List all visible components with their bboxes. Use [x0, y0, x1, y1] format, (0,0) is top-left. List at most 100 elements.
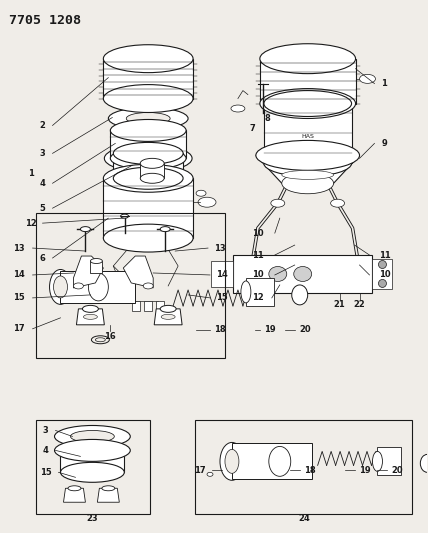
Text: 14: 14 — [13, 270, 24, 279]
Bar — [60, 271, 135, 303]
Ellipse shape — [110, 119, 186, 141]
Ellipse shape — [50, 270, 71, 304]
Text: 10: 10 — [379, 270, 390, 279]
Ellipse shape — [269, 447, 291, 477]
Text: 17: 17 — [13, 324, 24, 333]
Ellipse shape — [207, 472, 213, 477]
Ellipse shape — [420, 455, 428, 472]
Ellipse shape — [83, 305, 98, 312]
Text: 4: 4 — [40, 179, 45, 188]
Ellipse shape — [110, 148, 186, 169]
Ellipse shape — [360, 75, 375, 83]
Text: 18: 18 — [214, 325, 226, 334]
Ellipse shape — [271, 199, 285, 207]
Ellipse shape — [161, 314, 175, 319]
Ellipse shape — [108, 108, 188, 130]
Ellipse shape — [89, 273, 108, 301]
Polygon shape — [74, 256, 103, 288]
Text: 17: 17 — [194, 466, 206, 475]
Bar — [195, 419, 412, 514]
Text: 20: 20 — [299, 325, 311, 334]
Bar — [36, 213, 225, 358]
Ellipse shape — [282, 173, 333, 193]
Text: 5: 5 — [40, 204, 45, 213]
Polygon shape — [113, 154, 183, 178]
Polygon shape — [256, 155, 360, 183]
Text: 13: 13 — [214, 244, 226, 253]
Bar — [36, 419, 150, 514]
Ellipse shape — [282, 171, 333, 180]
Bar — [156, 301, 164, 311]
Text: 12: 12 — [252, 293, 264, 302]
Ellipse shape — [113, 167, 183, 189]
Text: 8: 8 — [265, 114, 270, 123]
Ellipse shape — [198, 197, 216, 207]
Ellipse shape — [231, 105, 245, 112]
Bar — [372, 259, 392, 289]
Text: 15: 15 — [216, 293, 228, 302]
Ellipse shape — [160, 305, 176, 312]
Bar — [232, 443, 312, 479]
Text: 16: 16 — [104, 332, 116, 341]
Polygon shape — [77, 309, 104, 325]
Text: 3: 3 — [40, 149, 45, 158]
Text: 11: 11 — [379, 251, 390, 260]
Ellipse shape — [241, 281, 251, 303]
Ellipse shape — [292, 285, 308, 305]
Text: 1: 1 — [381, 79, 387, 88]
Ellipse shape — [140, 173, 164, 183]
Ellipse shape — [54, 276, 68, 298]
Text: 24: 24 — [299, 514, 311, 523]
Ellipse shape — [71, 431, 114, 442]
Bar — [246, 278, 274, 306]
Bar — [132, 301, 140, 311]
Text: 13: 13 — [13, 244, 24, 253]
Polygon shape — [260, 59, 356, 103]
Text: 19: 19 — [359, 466, 370, 475]
Text: 23: 23 — [86, 514, 98, 523]
Text: 7705 1208: 7705 1208 — [9, 14, 80, 27]
Ellipse shape — [140, 158, 164, 168]
Text: 18: 18 — [304, 466, 315, 475]
Text: 1: 1 — [28, 169, 33, 178]
Text: 10: 10 — [252, 229, 264, 238]
Ellipse shape — [83, 314, 98, 319]
Bar — [377, 447, 401, 475]
Bar — [144, 301, 152, 311]
Ellipse shape — [378, 261, 386, 269]
Ellipse shape — [225, 449, 239, 473]
Polygon shape — [154, 309, 182, 325]
Ellipse shape — [60, 440, 124, 461]
Ellipse shape — [74, 283, 83, 289]
Polygon shape — [63, 488, 86, 502]
Polygon shape — [140, 163, 164, 178]
Text: 21: 21 — [334, 301, 345, 309]
Polygon shape — [123, 256, 153, 288]
Ellipse shape — [103, 164, 193, 192]
Ellipse shape — [264, 91, 351, 117]
Text: 6: 6 — [40, 254, 45, 263]
Ellipse shape — [330, 199, 345, 207]
Ellipse shape — [54, 425, 130, 447]
Ellipse shape — [103, 45, 193, 72]
Text: 12: 12 — [25, 219, 36, 228]
Text: 2: 2 — [40, 121, 45, 130]
Ellipse shape — [260, 44, 356, 74]
Polygon shape — [98, 488, 119, 502]
Ellipse shape — [60, 462, 124, 482]
Text: 20: 20 — [392, 466, 403, 475]
Ellipse shape — [196, 190, 206, 196]
Polygon shape — [110, 131, 186, 158]
Ellipse shape — [90, 259, 102, 263]
Text: 3: 3 — [43, 426, 48, 435]
Text: 14: 14 — [216, 270, 228, 279]
Ellipse shape — [113, 142, 183, 164]
Text: 4: 4 — [43, 446, 48, 455]
Ellipse shape — [160, 227, 170, 232]
Text: 11: 11 — [252, 251, 264, 260]
Ellipse shape — [121, 214, 128, 218]
Ellipse shape — [103, 224, 193, 252]
Ellipse shape — [104, 144, 192, 172]
Ellipse shape — [102, 486, 115, 491]
Ellipse shape — [260, 88, 356, 118]
